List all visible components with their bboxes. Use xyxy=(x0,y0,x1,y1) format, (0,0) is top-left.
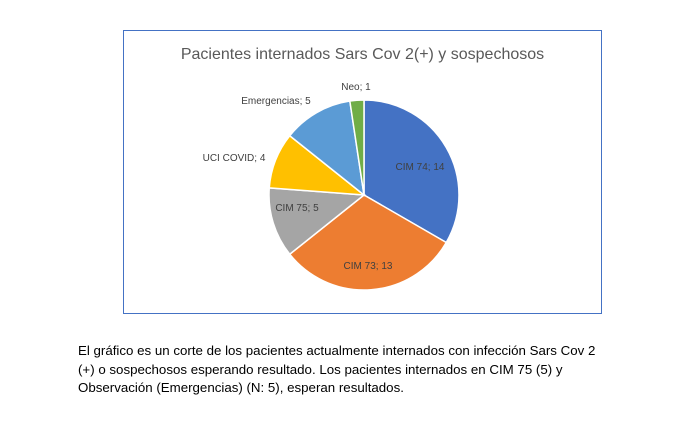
pie-slice xyxy=(348,99,365,196)
pie-slice xyxy=(288,100,366,197)
caption-line-2: (+) o sospechosos esperando resultado. L… xyxy=(78,361,563,377)
pie-slice xyxy=(288,194,448,291)
pie-slice-label: Emergencias; 5 xyxy=(241,96,311,107)
pie-slice-label: Neo; 1 xyxy=(341,82,371,93)
pie-labels: CIM 74; 14 CIM 73; 13 CIM 75; 5 UCI COVID; … xyxy=(203,82,445,272)
pie-slice-label: CIM 75; 5 xyxy=(275,203,319,214)
pie-chart: CIM 74; 14 CIM 73; 13 CIM 75; 5 UCI COVID; … xyxy=(203,82,460,291)
chart-frame: Pacientes internados Sars Cov 2(+) y sos… xyxy=(123,30,602,314)
pie-slice-label: CIM 74; 14 xyxy=(396,162,445,173)
pie-slice xyxy=(363,99,460,244)
chart-title: Pacientes internados Sars Cov 2(+) y sos… xyxy=(180,46,545,63)
pie-slice-label: UCI COVID; 4 xyxy=(203,153,266,164)
pie-slice-label: CIM 73; 13 xyxy=(344,261,393,272)
chart-caption: El gráfico es un corte de los pacientes … xyxy=(78,342,648,398)
caption-line-3: Observación (Emergencias) (N: 5), espera… xyxy=(78,380,404,395)
pie-slices xyxy=(268,99,460,291)
caption-line-1: El gráfico es un corte de los pacientes … xyxy=(78,343,596,358)
pie-slice xyxy=(268,187,366,256)
